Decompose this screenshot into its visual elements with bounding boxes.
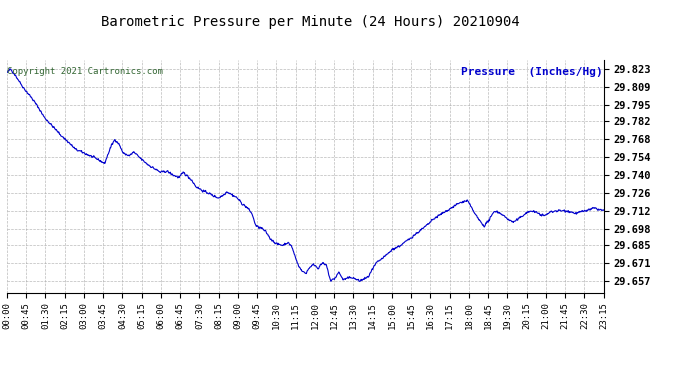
Text: Pressure  (Inches/Hg): Pressure (Inches/Hg) [462,67,603,77]
Text: Barometric Pressure per Minute (24 Hours) 20210904: Barometric Pressure per Minute (24 Hours… [101,15,520,29]
Text: Copyright 2021 Cartronics.com: Copyright 2021 Cartronics.com [8,67,164,76]
